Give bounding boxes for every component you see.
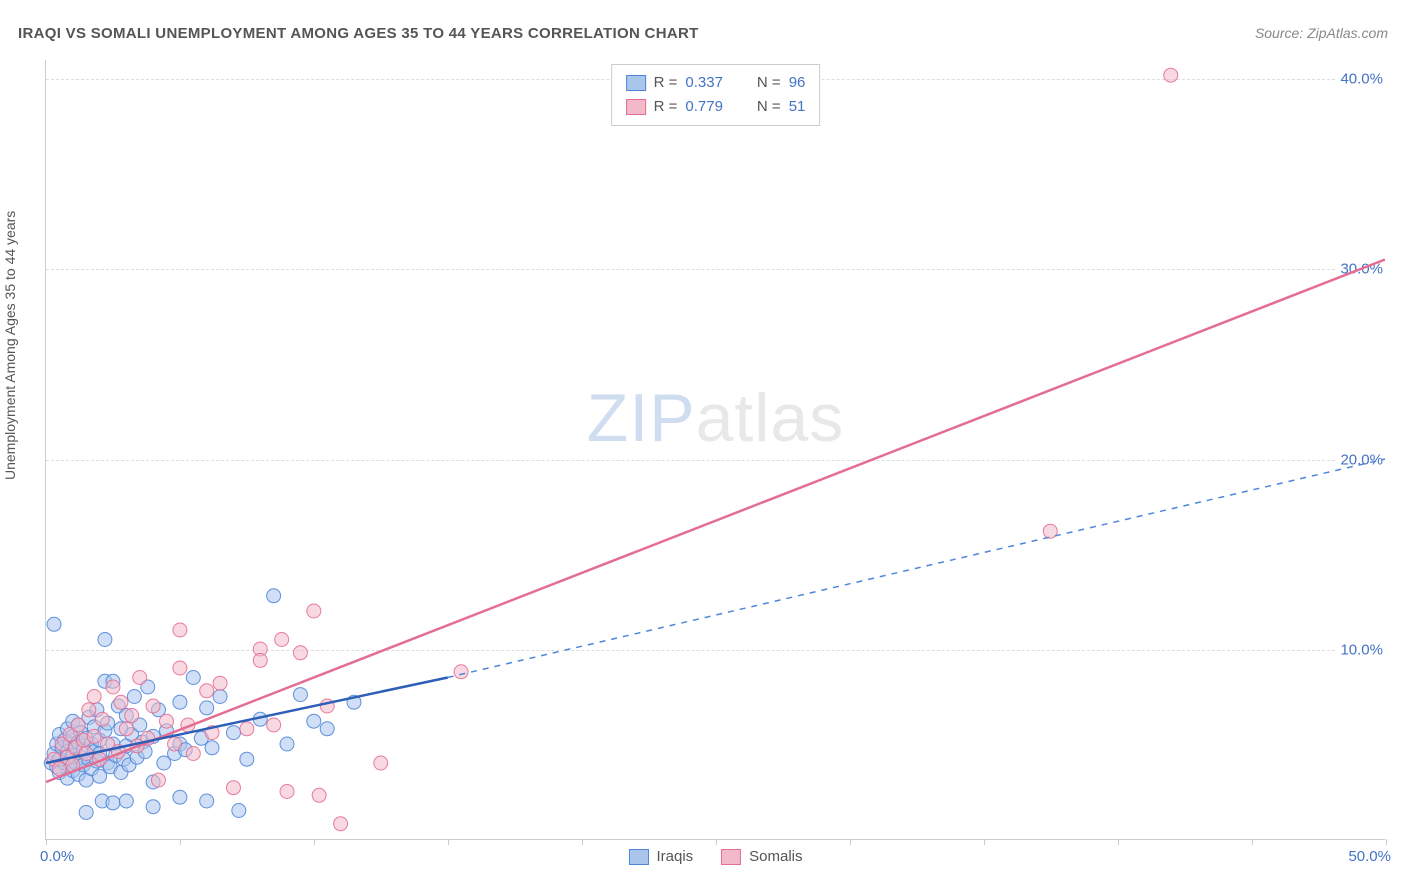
somalis-point [106, 680, 120, 694]
somalis-point [200, 684, 214, 698]
iraqis-point [127, 690, 141, 704]
iraqis-point [226, 726, 240, 740]
x-max-label: 50.0% [1348, 848, 1391, 865]
r-value-somalis: 0.779 [685, 95, 723, 119]
somalis-point [226, 781, 240, 795]
scatter-svg [46, 60, 1385, 839]
source-attribution: Source: ZipAtlas.com [1255, 25, 1388, 41]
somalis-point [160, 714, 174, 728]
legend-label-iraqis: Iraqis [656, 848, 693, 865]
iraqis-point [267, 589, 281, 603]
somalis-point [186, 747, 200, 761]
x-tick [716, 839, 717, 845]
x-min-label: 0.0% [40, 848, 74, 865]
somalis-point [133, 671, 147, 685]
legend-item-somalis: Somalis [721, 848, 802, 865]
somalis-point [71, 718, 85, 732]
iraqis-point [173, 790, 187, 804]
iraqis-point [280, 737, 294, 751]
series-legend: Iraqis Somalis [628, 848, 802, 865]
iraqis-point [320, 722, 334, 736]
x-tick [850, 839, 851, 845]
iraqis-point [106, 796, 120, 810]
somalis-point [280, 785, 294, 799]
somalis-point [114, 695, 128, 709]
iraqis-point [173, 695, 187, 709]
iraqis-point [307, 714, 321, 728]
iraqis-point [213, 690, 227, 704]
somalis-point [95, 712, 109, 726]
somalis-point [275, 633, 289, 647]
swatch-iraqis-bottom [628, 849, 648, 865]
somalis-point [119, 722, 133, 736]
n-label: N = [757, 95, 781, 119]
y-axis-label: Unemployment Among Ages 35 to 44 years [2, 211, 18, 480]
legend-row-somalis: R = 0.779 N = 51 [626, 95, 806, 119]
somalis-point [173, 623, 187, 637]
chart-header: IRAQI VS SOMALI UNEMPLOYMENT AMONG AGES … [18, 18, 1388, 48]
iraqis-point [186, 671, 200, 685]
n-value-somalis: 51 [789, 95, 806, 119]
somalis-point [307, 604, 321, 618]
somalis-point [374, 756, 388, 770]
source-prefix: Source: [1255, 25, 1307, 41]
somalis-point [334, 817, 348, 831]
trend-line-somalis [46, 260, 1385, 783]
somalis-point [146, 699, 160, 713]
n-label: N = [757, 71, 781, 95]
somalis-point [125, 709, 139, 723]
correlation-legend: R = 0.337 N = 96 R = 0.779 N = 51 [611, 64, 821, 126]
somalis-point [213, 676, 227, 690]
iraqis-point [146, 800, 160, 814]
legend-row-iraqis: R = 0.337 N = 96 [626, 71, 806, 95]
somalis-point [87, 690, 101, 704]
somalis-point [454, 665, 468, 679]
swatch-somalis-bottom [721, 849, 741, 865]
legend-item-iraqis: Iraqis [628, 848, 693, 865]
somalis-point [82, 703, 96, 717]
swatch-somalis [626, 99, 646, 115]
somalis-point [168, 737, 182, 751]
somalis-point [87, 729, 101, 743]
swatch-iraqis [626, 75, 646, 91]
somalis-point [312, 788, 326, 802]
somalis-point [267, 718, 281, 732]
r-label: R = [654, 95, 678, 119]
r-label: R = [654, 71, 678, 95]
x-tick [448, 839, 449, 845]
somalis-point [293, 646, 307, 660]
x-tick [1252, 839, 1253, 845]
x-tick [314, 839, 315, 845]
iraqis-point [293, 688, 307, 702]
x-tick [1118, 839, 1119, 845]
plot-area: ZIPatlas 10.0%20.0%30.0%40.0% 0.0% 50.0%… [45, 60, 1385, 840]
somalis-point [1164, 68, 1178, 82]
iraqis-point [200, 701, 214, 715]
x-tick [1386, 839, 1387, 845]
x-tick [984, 839, 985, 845]
iraqis-point [232, 804, 246, 818]
iraqis-point [47, 617, 61, 631]
legend-label-somalis: Somalis [749, 848, 802, 865]
somalis-point [253, 653, 267, 667]
somalis-point [173, 661, 187, 675]
iraqis-point [98, 633, 112, 647]
chart-title: IRAQI VS SOMALI UNEMPLOYMENT AMONG AGES … [18, 25, 699, 42]
source-name: ZipAtlas.com [1307, 25, 1388, 41]
somalis-point [240, 722, 254, 736]
iraqis-point [240, 752, 254, 766]
iraqis-point [79, 805, 93, 819]
iraqis-point [200, 794, 214, 808]
x-tick [46, 839, 47, 845]
iraqis-point [119, 794, 133, 808]
somalis-point [151, 773, 165, 787]
x-tick [582, 839, 583, 845]
trend-line-iraqis-dashed [448, 459, 1385, 678]
r-value-iraqis: 0.337 [685, 71, 723, 95]
n-value-iraqis: 96 [789, 71, 806, 95]
x-tick [180, 839, 181, 845]
iraqis-point [205, 741, 219, 755]
